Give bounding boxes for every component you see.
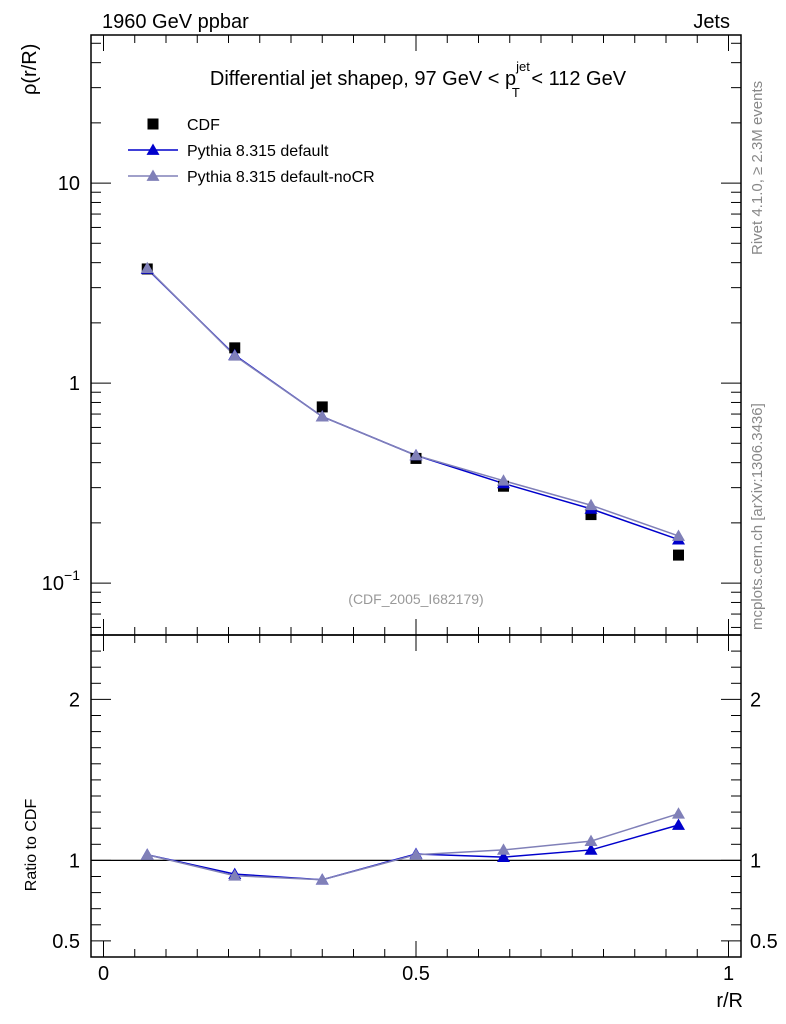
ratio-point <box>315 873 329 885</box>
rivet-version-label: Rivet 4.1.0, ≥ 2.3M events <box>749 81 766 255</box>
ratio-point <box>409 848 423 860</box>
ratio-y-tick-label-left: 1 <box>69 850 80 872</box>
main-mc-point <box>315 410 329 422</box>
main-mc-point <box>140 261 154 274</box>
ratio-tick-labels: 0.5 0.5 1 1 2 2 0 0.5 1 <box>52 689 778 985</box>
ratio-point <box>497 843 510 855</box>
ratio-point <box>584 834 598 846</box>
ratio-series-line <box>147 824 679 881</box>
x-axis-label: r/R <box>716 990 743 1012</box>
legend-label: CDF <box>187 117 220 134</box>
x-tick-label: 0.5 <box>402 963 430 985</box>
main-y-tick-label: 10 <box>58 173 80 195</box>
ratio-y-axis-label: Ratio to CDF <box>23 799 40 892</box>
ratio-y-tick-label-left: 2 <box>69 689 80 711</box>
main-series-line <box>146 267 679 537</box>
header-left-label: 1960 GeV ppbar <box>102 11 249 33</box>
ratio-series-line <box>147 812 679 881</box>
ratio-y-tick-label-right: 0.5 <box>750 931 778 953</box>
legend-marker <box>147 118 159 130</box>
main-title: Differential jet shapeρ, 97 GeV < pjet T … <box>210 59 627 100</box>
main-mc-point <box>228 349 242 361</box>
ratio-y-tick-label-left: 0.5 <box>52 931 80 953</box>
ratio-plot-frame <box>90 634 742 958</box>
main-data-point <box>673 549 684 561</box>
ratio-point <box>228 869 242 881</box>
main-data-point <box>316 401 328 413</box>
ratio-y-tick-label-right: 2 <box>750 689 761 711</box>
legend-label: Pythia 8.315 default-noCR <box>187 169 375 186</box>
main-mc-point <box>672 529 685 541</box>
main-y-axis-label: ρ(r/R) <box>19 44 41 95</box>
ratio-ticks <box>91 634 741 958</box>
legend-marker <box>146 169 160 181</box>
main-mc-point <box>497 474 510 486</box>
ratio-point <box>497 850 510 863</box>
x-tick-label: 0 <box>98 963 109 985</box>
main-series-layer <box>140 261 685 561</box>
ratio-point <box>672 807 685 819</box>
main-series-line <box>146 268 679 541</box>
legend-label: Pythia 8.315 default <box>187 143 329 160</box>
main-data-point <box>585 509 597 521</box>
main-y-tick-labels: 10−1 1 10 <box>42 173 80 595</box>
header-right-label: Jets <box>693 11 730 33</box>
ratio-y-tick-label-right: 1 <box>750 850 761 872</box>
analysis-id-watermark: (CDF_2005_I682179) <box>348 591 483 607</box>
ratio-series-layer <box>140 807 685 885</box>
x-tick-label: 1 <box>723 963 734 985</box>
mcplots-label: mcplots.cern.ch [arXiv:1306.3436] <box>749 403 766 630</box>
legend-marker <box>146 143 160 155</box>
main-data-point <box>229 342 241 354</box>
ratio-point <box>584 843 598 855</box>
main-mc-point <box>409 448 423 461</box>
ratio-point <box>140 848 154 860</box>
legend: CDF Pythia 8.315 default Pythia 8.315 defa… <box>128 117 375 186</box>
main-y-tick-label: 1 <box>69 373 80 395</box>
main-mc-point <box>584 498 598 511</box>
main-y-ticks <box>91 35 741 635</box>
ratio-point <box>672 818 685 830</box>
main-y-tick-label: 10−1 <box>42 567 80 595</box>
